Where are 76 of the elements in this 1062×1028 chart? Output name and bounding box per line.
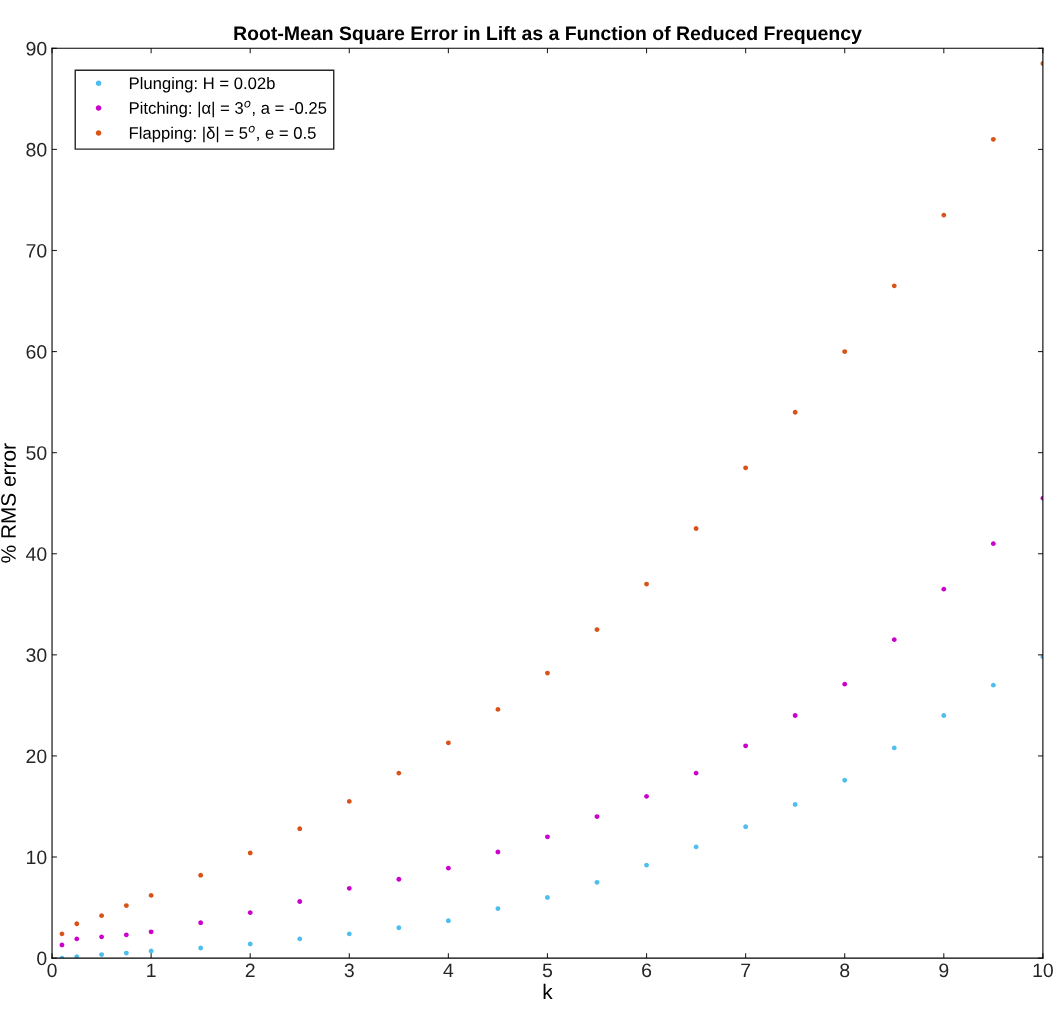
point (842, 681, 848, 687)
point (198, 920, 204, 926)
point (644, 793, 649, 799)
x-axis-title: k (543, 983, 553, 999)
x-tick-label: 4 (443, 963, 454, 978)
point (396, 770, 402, 776)
point (346, 799, 352, 804)
x-tick-label: 7 (741, 963, 751, 978)
point (198, 872, 204, 878)
point (297, 826, 303, 832)
point (990, 682, 996, 688)
point (247, 850, 253, 856)
point (297, 899, 303, 904)
legend-label: Plunging: H = 0.02b (129, 76, 275, 93)
y-tick-label: 30 (26, 648, 47, 663)
x-tick-label: 5 (542, 963, 553, 978)
point (743, 465, 749, 471)
point (891, 637, 897, 643)
point (198, 945, 204, 951)
x-tick-label: 1 (147, 963, 156, 978)
point (990, 541, 996, 547)
point (792, 409, 798, 415)
point (891, 745, 897, 751)
point (743, 824, 749, 830)
y-tick-label: 0 (37, 951, 47, 966)
point (297, 936, 303, 942)
y-tick-label: 50 (26, 446, 47, 460)
point (99, 952, 104, 957)
point (99, 934, 104, 940)
chart-title: Root-Mean Square Error in Lift as a Function of Reduced Frequency (234, 25, 862, 45)
point (792, 713, 798, 718)
point (247, 910, 253, 916)
point (445, 865, 451, 871)
point (545, 895, 550, 900)
point (396, 925, 402, 931)
point (941, 212, 947, 218)
y-axis-title: % RMS error (1, 443, 16, 563)
x-tick-label: 9 (939, 963, 949, 978)
point (792, 802, 798, 807)
point (74, 921, 80, 927)
x-tick-label: 8 (840, 963, 850, 978)
y-tick-label: 20 (26, 749, 47, 764)
x-tick-label: 0 (47, 963, 57, 978)
point (842, 349, 848, 354)
point (941, 586, 947, 592)
point (545, 834, 550, 840)
y-tick-label: 60 (26, 345, 47, 359)
point (123, 932, 129, 938)
legend-label: Pitching: |α| = 3$^{o}$, a = -0.25 (129, 100, 327, 118)
y-tick-label: 10 (27, 850, 47, 865)
point (445, 740, 451, 746)
x-tick-label: 10 (1033, 963, 1053, 978)
point (99, 913, 104, 919)
point (891, 283, 897, 289)
point (396, 876, 402, 882)
y-tick-label: 70 (26, 243, 47, 258)
x-tick-label: 3 (344, 963, 354, 978)
y-tick-label: 40 (26, 547, 47, 561)
y-tick-label: 90 (26, 41, 47, 56)
point (123, 950, 129, 956)
point (148, 929, 154, 935)
point (346, 885, 352, 891)
x-tick-label: 2 (245, 963, 255, 978)
point (123, 903, 129, 908)
point (247, 941, 253, 947)
point (842, 777, 848, 783)
y-tick-label: 80 (26, 142, 47, 157)
point (445, 918, 451, 924)
point (743, 743, 749, 749)
x-tick-label: 6 (642, 963, 652, 978)
legend-label: Flapping: |δ| = 5$^{o}$, e = 0.5 (129, 125, 316, 143)
point (990, 136, 996, 142)
point (941, 713, 947, 718)
point (74, 936, 80, 942)
point (594, 879, 600, 885)
point (346, 931, 352, 937)
